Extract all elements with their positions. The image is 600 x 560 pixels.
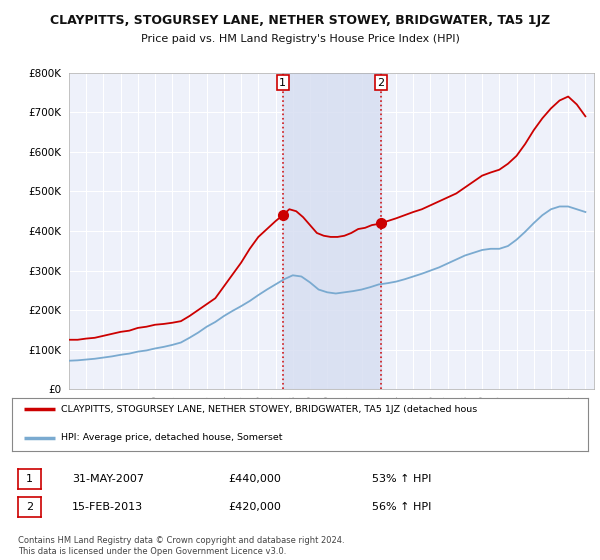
Text: 53% ↑ HPI: 53% ↑ HPI bbox=[372, 474, 431, 484]
Bar bbox=[283, 73, 381, 389]
Text: 2: 2 bbox=[26, 502, 33, 512]
Text: 31-MAY-2007: 31-MAY-2007 bbox=[72, 474, 144, 484]
Text: HPI: Average price, detached house, Somerset: HPI: Average price, detached house, Some… bbox=[61, 433, 283, 442]
Text: 15-FEB-2013: 15-FEB-2013 bbox=[72, 502, 143, 512]
Text: CLAYPITTS, STOGURSEY LANE, NETHER STOWEY, BRIDGWATER, TA5 1JZ (detached hous: CLAYPITTS, STOGURSEY LANE, NETHER STOWEY… bbox=[61, 405, 477, 414]
Text: £440,000: £440,000 bbox=[228, 474, 281, 484]
Text: 56% ↑ HPI: 56% ↑ HPI bbox=[372, 502, 431, 512]
Text: Contains HM Land Registry data © Crown copyright and database right 2024.
This d: Contains HM Land Registry data © Crown c… bbox=[18, 536, 344, 556]
Text: Price paid vs. HM Land Registry's House Price Index (HPI): Price paid vs. HM Land Registry's House … bbox=[140, 34, 460, 44]
Text: 2: 2 bbox=[377, 77, 385, 87]
Text: 1: 1 bbox=[279, 77, 286, 87]
Text: CLAYPITTS, STOGURSEY LANE, NETHER STOWEY, BRIDGWATER, TA5 1JZ: CLAYPITTS, STOGURSEY LANE, NETHER STOWEY… bbox=[50, 14, 550, 27]
Text: 1: 1 bbox=[26, 474, 33, 484]
Text: £420,000: £420,000 bbox=[228, 502, 281, 512]
